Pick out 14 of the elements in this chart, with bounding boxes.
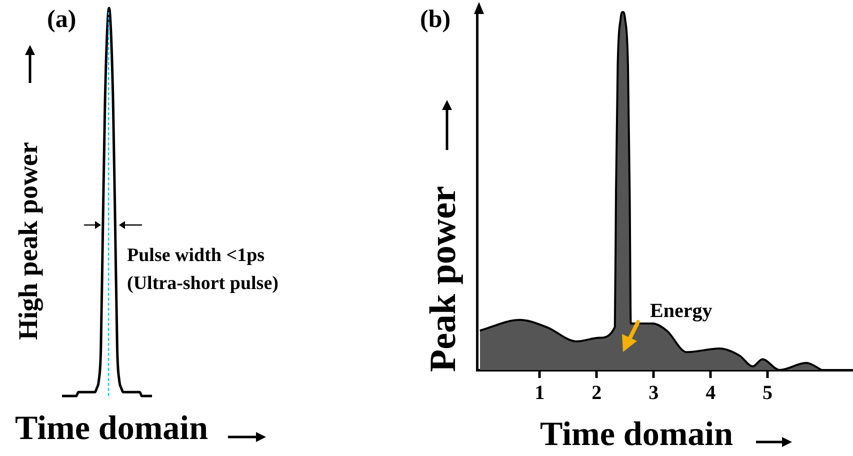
annotation: Energy [650, 300, 712, 323]
x-tick-label: 1 [534, 382, 545, 404]
annotation: (Ultra-short pulse) [127, 273, 278, 295]
chart-title: (b) [420, 6, 451, 34]
y-axis-title: High peak power [13, 142, 44, 340]
x-tick-label: 3 [648, 382, 659, 404]
y-axis-title: Peak power [422, 186, 465, 372]
x-tick-label: 5 [762, 382, 773, 404]
x-axis-title: Time domain [540, 416, 734, 454]
x-axis-title: Time domain [15, 410, 208, 448]
x-tick-label: 2 [592, 382, 602, 404]
chart-title: (a) [47, 6, 76, 34]
annotation: Pulse width <1ps [127, 245, 265, 267]
x-tick-label: 4 [706, 382, 716, 404]
